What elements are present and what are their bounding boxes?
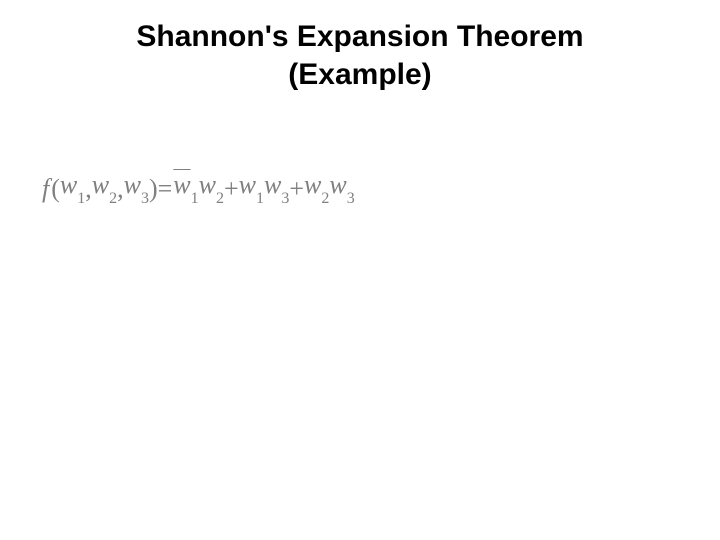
variable: w3 xyxy=(329,170,354,204)
variable: w3 xyxy=(264,170,289,204)
slide-title: Shannon's Expansion Theorem (Example) xyxy=(0,0,720,93)
variable: w2 xyxy=(304,170,329,204)
title-line-1: Shannon's Expansion Theorem xyxy=(0,18,720,56)
variable: w1 xyxy=(173,170,198,204)
title-line-2: (Example) xyxy=(0,56,720,94)
formula-expression: f(w1, w2, w3) = w1w2 + w1w3 + w2w3 xyxy=(42,170,355,204)
variable: w2 xyxy=(92,170,117,204)
variable: w2 xyxy=(199,170,224,204)
variable: w3 xyxy=(124,170,149,204)
variable: w1 xyxy=(239,170,264,204)
formula-area: f(w1, w2, w3) = w1w2 + w1w3 + w2w3 xyxy=(42,170,355,204)
variable: w1 xyxy=(60,170,85,204)
